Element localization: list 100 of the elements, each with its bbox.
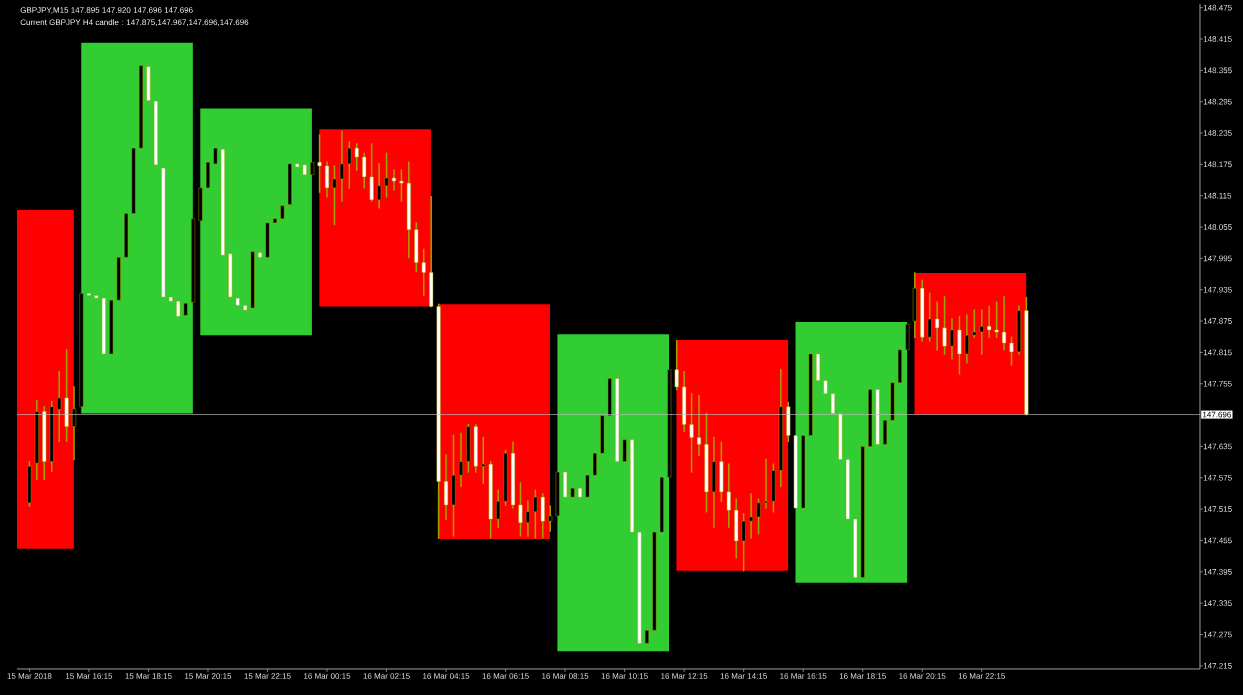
candlestick (250, 251, 255, 309)
x-tick-label: 16 Mar 12:15 (661, 673, 708, 679)
x-tick-label: 16 Mar 10:15 (601, 673, 648, 679)
candlestick (615, 378, 620, 462)
candlestick (793, 435, 798, 509)
candlestick (481, 436, 486, 484)
y-tick-label: 148.235 (1203, 130, 1232, 136)
candlestick (332, 165, 337, 226)
y-tick-label: 147.215 (1203, 663, 1232, 669)
y-tick-label: 148.055 (1203, 224, 1232, 230)
candlestick (228, 253, 233, 298)
candlestick (317, 134, 322, 193)
candlestick (168, 296, 173, 302)
candlestick (1009, 336, 1014, 366)
x-tick-label: 15 Mar 22:15 (244, 673, 291, 679)
candlestick (987, 305, 992, 339)
candlestick (994, 301, 999, 339)
candlestick (258, 252, 263, 258)
candlestick (979, 309, 984, 355)
candlestick (816, 353, 821, 381)
candlestick (667, 369, 672, 478)
candlestick (860, 446, 865, 578)
x-tick-label: 16 Mar 04:15 (423, 673, 470, 679)
candlestick (94, 295, 99, 299)
candlestick (205, 162, 210, 189)
candlestick (265, 222, 270, 258)
candlestick (310, 162, 315, 176)
ref-line-label: 147.696 (1203, 411, 1231, 418)
candlestick (220, 148, 225, 256)
y-tick-label: 147.935 (1203, 286, 1232, 293)
candlestick (302, 164, 307, 176)
candlestick (295, 163, 300, 168)
candlestick (153, 100, 158, 166)
y-tick-label: 147.755 (1203, 380, 1232, 387)
candlestick (935, 301, 940, 351)
candlestick (853, 518, 858, 578)
candlestick (161, 167, 166, 298)
candlestick (942, 296, 947, 355)
candlestick (585, 474, 590, 498)
candlestick (726, 463, 731, 528)
candlestick (235, 297, 240, 306)
candlestick (139, 65, 144, 149)
candlestick (630, 439, 635, 533)
x-tick-label: 16 Mar 18:15 (839, 673, 886, 679)
x-tick-label: 16 Mar 20:15 (899, 673, 946, 679)
candlestick (198, 187, 203, 222)
candlestick (875, 389, 880, 445)
candlestick (101, 297, 106, 355)
y-tick-label: 148.115 (1203, 192, 1232, 199)
candlestick (347, 141, 352, 189)
candlestick (384, 152, 389, 198)
bar (81, 42, 193, 414)
candlestick (801, 435, 806, 509)
x-tick-label: 15 Mar 18:15 (125, 673, 172, 679)
x-tick-label: 15 Mar 20:15 (185, 673, 232, 679)
x-tick-label: 16 Mar 22:15 (958, 673, 1005, 679)
candlestick (421, 248, 426, 297)
candlestick (763, 458, 768, 509)
candlestick (964, 314, 969, 364)
candlestick (339, 130, 344, 202)
candlestick (399, 169, 404, 202)
candlestick (741, 513, 746, 572)
candlestick (697, 395, 702, 457)
candlestick (637, 531, 642, 644)
candlestick (883, 420, 888, 445)
candlestick (72, 386, 77, 461)
candlestick (518, 482, 523, 537)
y-tick-label: 147.455 (1203, 537, 1232, 544)
candlestick (57, 371, 62, 442)
candlestick (444, 454, 449, 520)
candlestick (756, 498, 761, 535)
candlestick (607, 378, 612, 416)
bar (200, 108, 312, 336)
candlestick (213, 147, 218, 165)
candlestick (838, 413, 843, 460)
candlestick (109, 299, 114, 355)
candlestick (146, 66, 151, 101)
candlestick (124, 213, 129, 258)
candlestick (570, 488, 575, 498)
candlestick (86, 293, 91, 296)
candlestick (600, 415, 605, 454)
candlestick (79, 293, 84, 407)
candlestick (689, 392, 694, 473)
candlestick (377, 163, 382, 209)
candlestick (622, 439, 627, 462)
candlestick (927, 292, 932, 342)
chart-title: GBPJPY,M15 147.895 147.920 147.696 147.696 (20, 7, 193, 14)
candlestick (525, 500, 530, 537)
y-tick-label: 147.515 (1203, 506, 1232, 512)
candlestick (183, 303, 188, 316)
candlestick (548, 505, 553, 532)
x-tick-label: 15 Mar 16:15 (65, 673, 113, 679)
candlestick (131, 147, 136, 214)
candlestick (496, 489, 501, 528)
y-tick-label: 148.415 (1203, 36, 1232, 42)
candlestick (1002, 296, 1007, 351)
y-tick-label: 148.475 (1203, 4, 1232, 11)
y-tick-label: 147.275 (1203, 631, 1232, 638)
candlestick (287, 163, 292, 205)
candlestick (116, 257, 121, 301)
